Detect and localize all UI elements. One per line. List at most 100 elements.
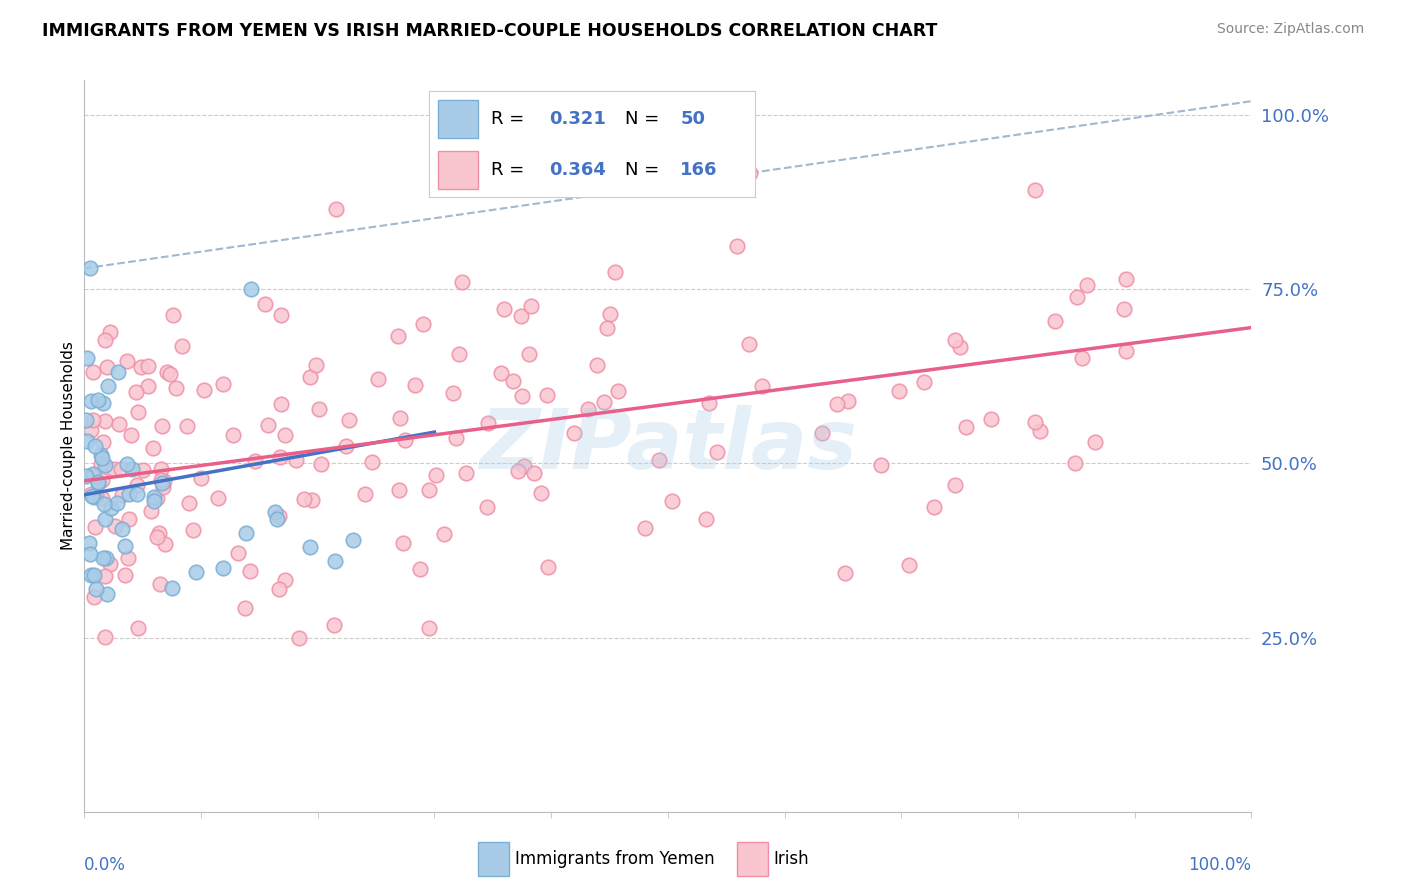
Point (342, 533, 364, 547)
Point (506, 465, 529, 479)
Point (603, 265, 626, 279)
Point (207, 491, 229, 506)
Point (211, 377, 233, 392)
Point (159, 367, 181, 381)
Point (288, 631, 311, 645)
Point (695, 512, 717, 526)
Point (165, 380, 187, 394)
Point (98, 558, 121, 572)
Point (912, 375, 935, 389)
Point (1024, 415, 1046, 429)
Point (810, 426, 832, 441)
Point (184, 566, 207, 580)
Point (502, 374, 524, 388)
Point (87, 475, 110, 490)
Point (83, 567, 105, 582)
Point (145, 491, 167, 505)
Point (80, 489, 103, 503)
Point (1115, 272, 1137, 286)
Point (361, 455, 384, 469)
Point (451, 276, 474, 290)
Point (274, 428, 297, 442)
Point (510, 389, 533, 403)
Point (143, 494, 166, 508)
Point (270, 308, 292, 322)
Point (404, 378, 426, 392)
Point (103, 462, 125, 476)
Point (91, 473, 114, 487)
Point (212, 561, 235, 575)
Point (648, 453, 671, 467)
Point (1045, 313, 1067, 327)
Point (96, 379, 118, 393)
Point (79, 261, 101, 276)
Point (323, 554, 346, 568)
Point (94, 334, 117, 348)
Point (76, 434, 98, 448)
Point (239, 282, 262, 296)
Point (177, 496, 200, 510)
Point (82, 467, 104, 481)
Point (475, 500, 498, 515)
Point (93, 498, 115, 512)
Point (239, 564, 262, 578)
Point (592, 395, 614, 409)
Point (152, 475, 174, 490)
Point (141, 504, 163, 518)
Point (897, 558, 920, 572)
Point (354, 487, 377, 501)
Point (337, 413, 360, 427)
Point (1084, 435, 1107, 450)
Point (263, 505, 285, 519)
Point (335, 439, 357, 453)
Point (84, 439, 107, 453)
Point (576, 401, 599, 416)
Point (523, 466, 546, 480)
Point (93, 458, 115, 472)
Point (160, 582, 183, 596)
Point (110, 462, 132, 476)
Point (83, 491, 105, 505)
Point (77, 536, 100, 550)
Point (156, 365, 179, 379)
Point (107, 365, 129, 379)
Point (257, 418, 280, 433)
Point (170, 339, 193, 353)
Point (114, 568, 136, 582)
Point (108, 417, 131, 431)
Point (388, 483, 411, 498)
Point (325, 202, 347, 216)
Point (943, 333, 966, 347)
Point (322, 618, 344, 632)
Point (221, 428, 243, 442)
Point (697, 396, 720, 410)
Point (115, 457, 138, 471)
Text: Immigrants from Yemen: Immigrants from Yemen (515, 850, 714, 868)
Point (127, 487, 149, 501)
Point (94, 630, 117, 644)
Point (1028, 425, 1050, 439)
Point (889, 384, 911, 398)
Text: Source: ZipAtlas.com: Source: ZipAtlas.com (1216, 22, 1364, 37)
Point (409, 562, 432, 576)
Text: 0.0%: 0.0% (84, 855, 127, 873)
Point (84, 488, 107, 502)
Point (87, 475, 110, 490)
Point (585, 358, 607, 372)
Point (93, 512, 115, 526)
Point (270, 397, 292, 411)
Point (955, 419, 977, 434)
Point (80, 424, 103, 438)
Point (394, 433, 416, 447)
Point (83, 590, 105, 604)
Point (825, 397, 848, 411)
Point (1024, 183, 1046, 197)
Point (100, 501, 122, 516)
Point (599, 307, 621, 321)
Point (132, 463, 155, 477)
Point (661, 493, 683, 508)
Point (392, 536, 415, 550)
Point (181, 524, 204, 538)
Point (492, 302, 515, 317)
Point (607, 384, 630, 399)
